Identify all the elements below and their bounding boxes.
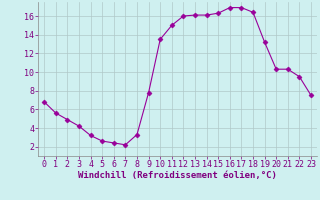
X-axis label: Windchill (Refroidissement éolien,°C): Windchill (Refroidissement éolien,°C) bbox=[78, 171, 277, 180]
